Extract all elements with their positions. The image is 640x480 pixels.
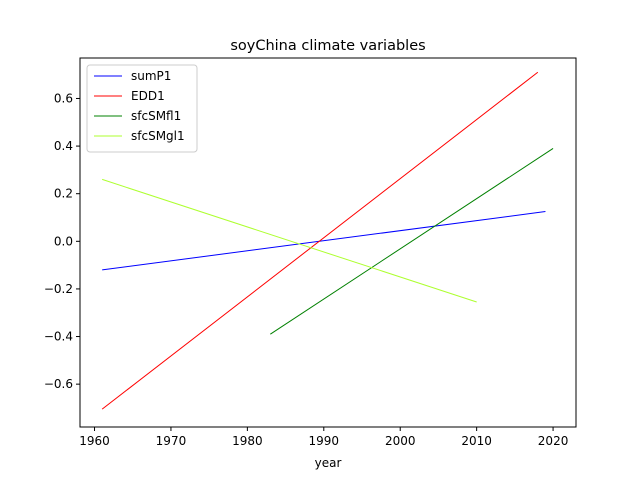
y-tick-label: −0.6 (44, 377, 73, 391)
y-tick-label: 0.0 (54, 234, 73, 248)
plot-frame (79, 57, 577, 428)
x-tick-label: 2020 (538, 434, 569, 448)
legend: sumP1 EDD1 sfcSMfl1 sfcSMgl1 (86, 64, 198, 153)
legend-label-edd1: EDD1 (131, 89, 165, 103)
y-tick-label: −0.4 (44, 330, 73, 344)
x-axis: 1960 1970 1980 1990 2000 2010 2020 (79, 427, 568, 448)
y-tick-label: 0.4 (54, 139, 73, 153)
x-tick-label: 1980 (232, 434, 263, 448)
y-tick-label: −0.2 (44, 282, 73, 296)
y-tick-label: 0.6 (54, 91, 73, 105)
y-axis: −0.6 −0.4 −0.2 0.0 0.2 0.4 0.6 (44, 91, 80, 391)
legend-label-sump1: sumP1 (131, 69, 171, 83)
series-line-edd1 (101, 71, 539, 410)
x-tick-label: 1960 (79, 434, 110, 448)
series-line-sfcsmgl1 (102, 178, 477, 303)
legend-label-sfcsmfl1: sfcSMfl1 (131, 109, 181, 123)
x-tick-label: 2010 (461, 434, 492, 448)
series-line-sfcsmfl1 (270, 148, 554, 335)
x-axis-label: year (315, 456, 342, 470)
x-tick-label: 1990 (309, 434, 340, 448)
series-line-sump1 (102, 211, 546, 271)
legend-label-sfcsmgl1: sfcSMgl1 (131, 129, 185, 143)
chart-title: soyChina climate variables (230, 38, 425, 54)
legend-box (86, 64, 198, 153)
y-tick-label: 0.2 (54, 187, 73, 201)
x-tick-label: 1970 (156, 434, 187, 448)
x-tick-label: 2000 (385, 434, 416, 448)
series-layer (101, 71, 554, 410)
